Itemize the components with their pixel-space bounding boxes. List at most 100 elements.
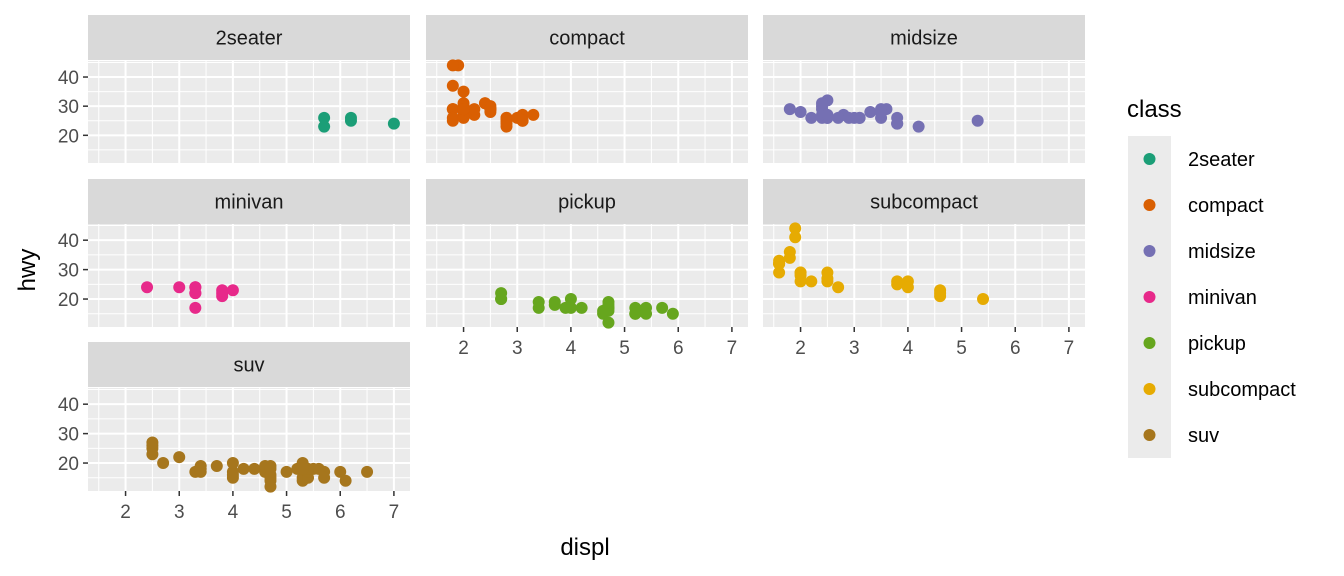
data-point-suv: [264, 471, 277, 484]
legend-label: midsize: [1188, 241, 1256, 263]
legend-label: subcompact: [1188, 379, 1296, 401]
facet-strip: [426, 179, 748, 224]
legend-label: pickup: [1188, 333, 1246, 355]
data-point-suv: [296, 462, 309, 475]
data-point-compact: [511, 111, 524, 124]
facet-strip-label: midsize: [890, 28, 958, 50]
data-point-pickup: [666, 307, 679, 320]
legend-item-2seater: 2seater: [1143, 149, 1255, 171]
data-point-compact: [457, 111, 470, 124]
data-point-minivan: [216, 284, 229, 297]
legend-item-midsize: midsize: [1143, 241, 1256, 263]
data-point-compact: [446, 79, 459, 92]
facet-strip-label: minivan: [215, 192, 284, 214]
data-point-minivan: [173, 281, 186, 294]
facet-strip: [426, 15, 748, 60]
data-point-subcompact: [789, 222, 802, 235]
x-tick-label: 7: [389, 502, 400, 523]
data-point-midsize: [864, 106, 877, 118]
legend-key: [1143, 245, 1156, 257]
data-point-2seater: [344, 114, 357, 127]
x-tick-label: 4: [566, 338, 577, 359]
legend-key: [1143, 429, 1156, 441]
data-point-pickup: [629, 307, 642, 320]
y-tick-label: 30: [58, 425, 79, 446]
facet-strip: [88, 179, 410, 224]
x-tick-label: 4: [903, 338, 914, 359]
data-point-suv: [157, 457, 170, 470]
data-point-subcompact: [783, 245, 796, 258]
legend: class 2seater compact midsize minivan pickup…: [1127, 96, 1296, 458]
x-tick-label: 5: [619, 338, 630, 359]
data-point-subcompact: [832, 281, 845, 294]
data-point-midsize: [912, 120, 925, 133]
data-point-suv: [334, 465, 347, 478]
x-tick-label: 3: [174, 502, 185, 523]
y-tick-label: 30: [58, 97, 79, 118]
data-point-subcompact: [891, 278, 904, 291]
data-point-minivan: [141, 281, 154, 294]
y-axis-title: hwy: [14, 249, 41, 292]
data-point-subcompact: [901, 281, 914, 294]
data-point-midsize: [783, 103, 796, 116]
data-point-suv: [226, 457, 239, 470]
data-point-pickup: [548, 295, 561, 308]
data-point-pickup: [564, 301, 577, 314]
data-point-suv: [173, 451, 186, 464]
data-point-subcompact: [789, 231, 802, 244]
data-point-suv: [264, 462, 277, 475]
legend-key: [1143, 199, 1156, 211]
facet-panel-subcompact: subcompact: [763, 179, 1085, 327]
facet-strip: [88, 342, 410, 387]
data-point-subcompact: [794, 266, 807, 279]
data-point-subcompact: [977, 293, 990, 306]
facet-strip-label: compact: [549, 28, 625, 50]
x-axes: 2 3 4 5 6 7 2 3 4 5 6 7 2 3 4 5 6 7: [120, 327, 1074, 523]
legend-item-compact: compact: [1143, 195, 1264, 217]
data-point-2seater: [387, 117, 400, 130]
legend-label: 2seater: [1188, 149, 1255, 171]
data-point-subcompact: [934, 287, 947, 300]
data-point-compact: [457, 103, 470, 116]
facet-panel-compact: compact: [426, 15, 748, 163]
facet-panel-suv: suv: [88, 342, 410, 493]
data-point-compact: [446, 103, 459, 116]
facet-strip: [763, 179, 1085, 224]
data-point-2seater: [318, 120, 331, 133]
data-point-minivan: [226, 284, 239, 297]
x-axis-title: displ: [560, 534, 609, 561]
facet-strip-label: pickup: [558, 192, 616, 214]
data-point-suv: [248, 462, 261, 475]
x-tick-label: 4: [228, 502, 239, 523]
data-point-subcompact: [821, 272, 834, 285]
x-tick-label: 3: [512, 338, 523, 359]
facet-panel-minivan: minivan: [88, 179, 410, 327]
legend-item-subcompact: subcompact: [1143, 379, 1296, 401]
data-point-midsize: [875, 106, 888, 118]
legend-items: 2seater compact midsize minivan pickup subcom…: [1143, 149, 1296, 447]
legend-key: [1143, 337, 1156, 349]
data-point-suv: [361, 465, 374, 478]
data-point-pickup: [495, 287, 508, 300]
x-tick-label: 2: [120, 502, 131, 523]
y-tick-label: 20: [58, 126, 79, 147]
data-point-subcompact: [773, 257, 786, 270]
data-point-compact: [500, 117, 513, 130]
data-point-pickup: [602, 316, 615, 329]
data-point-midsize: [971, 114, 984, 127]
data-point-midsize: [794, 106, 807, 118]
data-point-midsize: [842, 111, 855, 124]
data-point-compact: [527, 108, 540, 121]
y-tick-label: 40: [58, 231, 79, 252]
facet-panel-pickup: pickup: [426, 179, 748, 329]
data-point-suv: [318, 471, 331, 484]
y-tick-label: 40: [58, 68, 79, 89]
x-tick-label: 2: [458, 338, 469, 359]
x-tick-label: 7: [727, 338, 738, 359]
y-tick-label: 20: [58, 454, 79, 475]
facet-panel-midsize: midsize: [763, 15, 1085, 163]
x-tick-label: 3: [849, 338, 860, 359]
data-point-compact: [484, 103, 497, 116]
data-point-suv: [226, 468, 239, 481]
data-point-midsize: [816, 97, 829, 110]
